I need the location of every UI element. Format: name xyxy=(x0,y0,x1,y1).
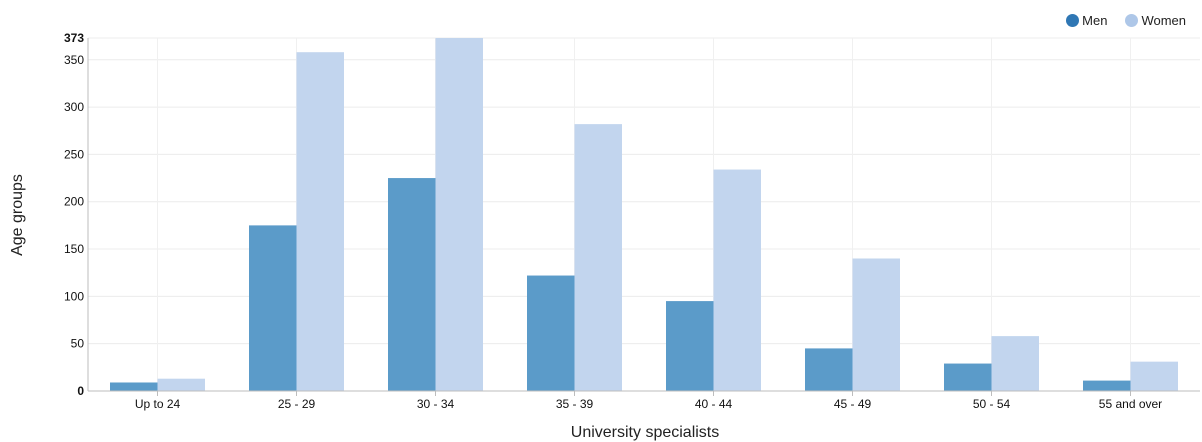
bar-women-4 xyxy=(713,169,761,391)
axes xyxy=(87,38,1200,396)
bar-men-5 xyxy=(805,348,853,391)
x-tick-label: 55 and over xyxy=(1099,397,1162,411)
bar-men-4 xyxy=(666,301,714,391)
y-tick-label: 250 xyxy=(64,147,84,161)
bars xyxy=(110,38,1178,392)
legend: Men Women xyxy=(1066,13,1186,28)
x-tick-label: 40 - 44 xyxy=(695,397,733,411)
bar-women-3 xyxy=(574,124,622,392)
x-axis-label: University specialists xyxy=(570,424,720,441)
y-tick-label: 350 xyxy=(64,53,84,67)
bar-women-0 xyxy=(157,378,205,391)
y-tick-label: 150 xyxy=(64,242,84,256)
y-tick-label: 373 xyxy=(64,31,84,45)
x-tick-label: 25 - 29 xyxy=(278,397,316,411)
bar-men-3 xyxy=(527,275,575,391)
y-tick-label: 50 xyxy=(71,337,85,351)
y-tick-label: 200 xyxy=(64,195,84,209)
legend-label-men: Men xyxy=(1082,13,1108,28)
legend-swatch-men xyxy=(1066,14,1080,27)
y-ticks: 0 50 100 150 200 250 300 350 373 xyxy=(64,31,84,398)
y-tick-label: 0 xyxy=(77,384,84,398)
bar-men-2 xyxy=(388,178,436,391)
bar-men-1 xyxy=(249,225,297,391)
x-tick-label: Up to 24 xyxy=(135,397,181,411)
bar-women-2 xyxy=(435,38,483,391)
legend-swatch-women xyxy=(1125,14,1139,27)
x-tick-label: 45 - 49 xyxy=(834,397,872,411)
bar-men-0 xyxy=(110,382,158,391)
y-tick-label: 100 xyxy=(64,289,84,303)
bar-women-1 xyxy=(296,52,344,391)
y-tick-label: 300 xyxy=(64,100,84,114)
legend-item-men[interactable]: Men xyxy=(1066,13,1107,28)
bar-women-7 xyxy=(1130,361,1178,391)
bar-women-6 xyxy=(991,336,1039,391)
bar-men-7 xyxy=(1083,380,1131,391)
x-tick-label: 50 - 54 xyxy=(973,397,1011,411)
legend-item-women[interactable]: Women xyxy=(1125,13,1186,28)
x-tick-label: 35 - 39 xyxy=(556,397,594,411)
legend-label-women: Women xyxy=(1141,13,1186,28)
x-ticks: Up to 24 25 - 29 30 - 34 35 - 39 40 - 44 45 -… xyxy=(135,397,1162,411)
bar-women-5 xyxy=(852,258,900,391)
bar-men-6 xyxy=(944,363,992,391)
x-tick-label: 30 - 34 xyxy=(417,397,455,411)
y-axis-label: Age groups xyxy=(9,174,26,256)
